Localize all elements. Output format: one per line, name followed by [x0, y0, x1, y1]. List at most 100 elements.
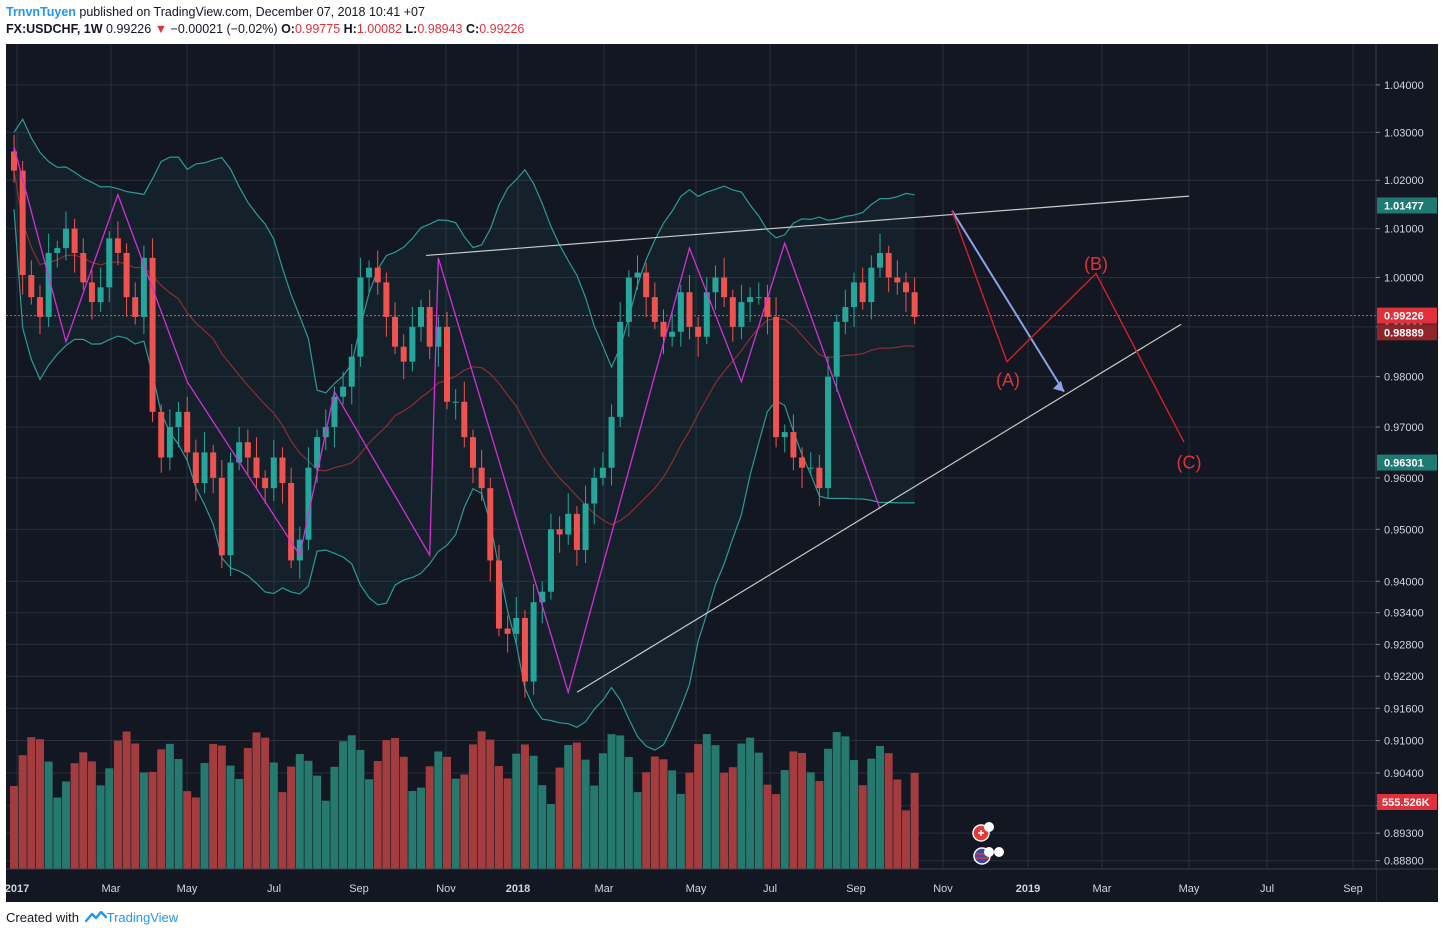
event-markers[interactable]: [972, 822, 1004, 865]
candle-body: [686, 292, 693, 327]
volume-bar: [503, 778, 512, 869]
candle-body: [738, 302, 745, 327]
created-with-text: Created with: [6, 910, 79, 925]
candle-body: [504, 628, 511, 634]
y-tick-label-16: 0.90400: [1384, 768, 1424, 780]
x-tick-label-11: Nov: [933, 883, 953, 895]
volume-bar: [27, 737, 36, 869]
candle-body: [357, 277, 364, 357]
volume-bar: [122, 731, 131, 869]
volume-bar: [789, 751, 798, 869]
volume-bar: [590, 785, 599, 869]
volume-bars: [10, 731, 919, 869]
volume-bar: [806, 772, 815, 869]
candle-body: [340, 386, 347, 397]
candle-body: [166, 427, 173, 458]
volume-bar: [858, 785, 867, 869]
volume-bar: [443, 756, 451, 869]
middle-band-line: [13, 170, 915, 526]
volume-bar: [607, 734, 616, 869]
time-axis[interactable]: 2017 Mar May Jul Sep Nov 2018 Mar May Jul Sep Nov 20…: [5, 868, 1438, 902]
volume-bar: [451, 778, 460, 869]
volume-bar: [217, 745, 226, 869]
candle-body: [244, 442, 251, 458]
volume-bar: [174, 759, 183, 869]
volume-bar: [347, 735, 356, 869]
candle-body: [262, 477, 269, 489]
volume-bar: [295, 753, 304, 869]
volume-bar: [139, 772, 148, 869]
candle-body: [556, 529, 563, 535]
candle-body: [582, 503, 589, 551]
high-label: H:: [343, 22, 357, 36]
candle-body: [236, 442, 243, 463]
candle-body: [625, 277, 632, 322]
candle-body: [547, 529, 554, 592]
volume-bar: [780, 770, 789, 869]
x-tick-label-4: Sep: [349, 883, 369, 895]
volume-bar: [815, 780, 824, 869]
volume-bar: [313, 775, 322, 869]
chart-area[interactable]: (A) (B) (C) 1.04000 1.03000 1.02000 1.01000 1.…: [5, 44, 1438, 902]
volume-bar: [18, 755, 27, 869]
volume-bar: [382, 740, 391, 869]
candle-body: [495, 560, 502, 629]
volume-bar: [754, 752, 763, 869]
volume-bar: [96, 785, 105, 869]
volume-bar: [235, 778, 244, 869]
x-tick-label-10: Sep: [846, 883, 866, 895]
volume-bar: [105, 768, 114, 869]
volume-bar: [763, 784, 772, 869]
chart-header: TrnvnTuyen published on TradingView.com,…: [6, 5, 525, 36]
volume-bar: [408, 790, 417, 869]
candle-body: [842, 307, 849, 322]
y-tick-label-3: 1.01000: [1384, 224, 1424, 236]
candle-body: [487, 488, 494, 561]
tradingview-brand[interactable]: TradingView: [106, 910, 179, 925]
close-label: C:: [466, 22, 480, 36]
volume-bar: [339, 741, 348, 869]
volume-label-bg: [1377, 794, 1437, 810]
published-info: published on TradingView.com, December 0…: [79, 5, 425, 19]
candle-body: [305, 467, 312, 540]
candle-body: [140, 257, 147, 317]
volume-bar: [772, 794, 781, 869]
volume-bar: [148, 771, 157, 869]
candle-body: [11, 151, 17, 171]
price-axis[interactable]: 1.040001.030001.020001.010001.000000.990…: [1375, 44, 1438, 902]
candle-body: [721, 277, 728, 298]
volume-bar: [35, 739, 44, 869]
candle-body: [539, 591, 546, 603]
volume-bar: [520, 744, 529, 869]
candle-body: [677, 292, 684, 332]
candle-body: [409, 326, 416, 362]
down-arrow-icon: ▼: [154, 22, 168, 36]
last-price: 0.99226: [106, 22, 152, 36]
candle-body: [469, 437, 476, 468]
author-link[interactable]: TrnvnTuyen: [6, 5, 76, 19]
low-label: L:: [405, 22, 418, 36]
volume-bar: [598, 753, 607, 869]
x-tick-label-7: Mar: [595, 883, 614, 895]
x-tick-label-16: Sep: [1343, 883, 1363, 895]
volume-bar: [901, 810, 910, 869]
candle-body: [201, 452, 208, 484]
wave-label-2: (C): [1177, 453, 1202, 473]
volume-bar: [269, 762, 278, 869]
candle-body: [374, 267, 381, 283]
volume-bar: [867, 758, 876, 869]
y-tick-label-0: 1.04000: [1384, 80, 1424, 92]
price-chart[interactable]: (A) (B) (C) 1.04000 1.03000 1.02000 1.01000 1.…: [5, 44, 1438, 902]
volume-bar: [183, 791, 192, 869]
candle-body: [461, 401, 468, 438]
volume-bar: [512, 753, 521, 869]
volume-bar: [113, 740, 122, 869]
swiss-cross-icon: [978, 830, 984, 836]
volume-bar: [477, 731, 486, 869]
volume-bar: [546, 803, 555, 869]
y-tick-label-12: 0.92800: [1384, 639, 1424, 651]
volume-bar: [910, 772, 919, 869]
candle-body: [755, 297, 762, 299]
volume-bar: [417, 787, 426, 869]
y-tick-label-19: 0.88800: [1384, 856, 1424, 868]
